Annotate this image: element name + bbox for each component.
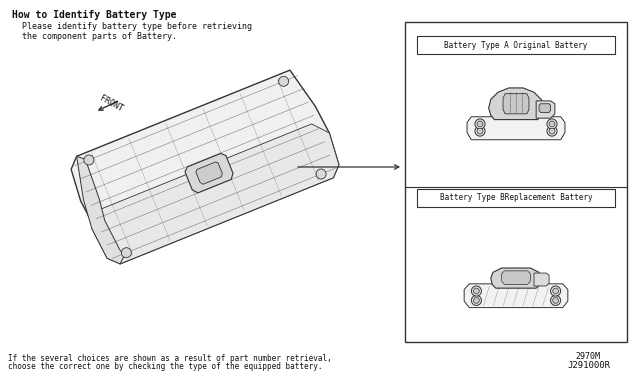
Circle shape xyxy=(550,286,561,296)
Text: the component parts of Battery.: the component parts of Battery. xyxy=(12,32,177,41)
Circle shape xyxy=(316,169,326,179)
Polygon shape xyxy=(502,271,531,285)
Polygon shape xyxy=(71,70,339,264)
Bar xyxy=(405,22,627,342)
Circle shape xyxy=(474,288,479,294)
Circle shape xyxy=(553,288,559,294)
Text: Battery Type A Original Battery: Battery Type A Original Battery xyxy=(444,41,588,49)
Circle shape xyxy=(122,248,131,258)
Polygon shape xyxy=(489,88,543,120)
Text: choose the correct one by checking the type of the equipped battery.: choose the correct one by checking the t… xyxy=(8,362,323,371)
Circle shape xyxy=(475,119,485,129)
Polygon shape xyxy=(536,101,555,118)
Polygon shape xyxy=(77,156,124,264)
Circle shape xyxy=(550,295,561,305)
Polygon shape xyxy=(491,268,541,288)
Text: Battery Type BReplacement Battery: Battery Type BReplacement Battery xyxy=(440,193,592,202)
Circle shape xyxy=(471,286,481,296)
Bar xyxy=(417,36,615,54)
Circle shape xyxy=(475,126,485,136)
Circle shape xyxy=(549,121,555,127)
Circle shape xyxy=(474,298,479,303)
Circle shape xyxy=(278,76,289,86)
Circle shape xyxy=(547,126,557,136)
Circle shape xyxy=(547,119,557,129)
Polygon shape xyxy=(196,162,222,184)
Circle shape xyxy=(477,128,483,134)
Polygon shape xyxy=(464,284,568,308)
Text: 2970M: 2970M xyxy=(575,352,600,361)
Bar xyxy=(417,189,615,207)
Circle shape xyxy=(553,298,559,303)
Circle shape xyxy=(471,295,481,305)
Text: If the several choices are shown as a result of part number retrieval,: If the several choices are shown as a re… xyxy=(8,354,332,363)
Polygon shape xyxy=(503,94,529,114)
Text: How to Identify Battery Type: How to Identify Battery Type xyxy=(12,10,177,20)
Circle shape xyxy=(84,155,94,165)
Circle shape xyxy=(477,121,483,127)
Polygon shape xyxy=(539,104,550,112)
Text: FRONT: FRONT xyxy=(98,94,124,114)
Polygon shape xyxy=(185,153,233,193)
Polygon shape xyxy=(92,124,339,264)
Text: Please identify battery type before retrieving: Please identify battery type before retr… xyxy=(12,22,252,31)
Polygon shape xyxy=(467,117,565,140)
Circle shape xyxy=(549,128,555,134)
Polygon shape xyxy=(534,273,549,286)
Text: J291000R: J291000R xyxy=(567,361,610,370)
